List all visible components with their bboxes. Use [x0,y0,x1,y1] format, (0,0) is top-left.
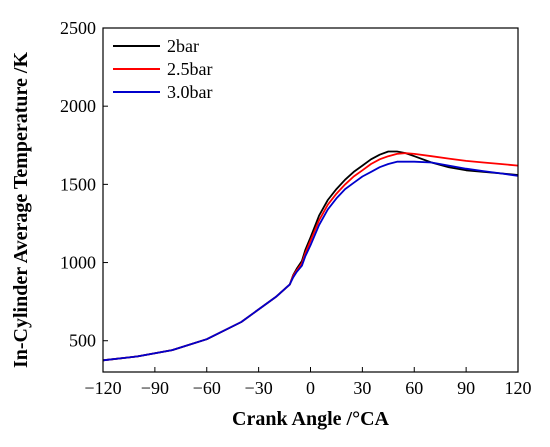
x-tick-label: 90 [457,378,475,398]
series-line-2 [102,152,519,362]
x-tick-label: 60 [405,378,423,398]
x-tick-label: −90 [141,378,169,398]
y-axis-title: In-Cylinder Average Temperature /K [10,52,32,369]
x-tick-label: 30 [353,378,371,398]
legend-label-3: 3.0bar [167,82,212,102]
plot-frame [102,27,519,373]
x-tick-label: 0 [306,378,315,398]
series-line-3 [102,160,519,362]
x-tick-label: −120 [84,378,121,398]
x-tick-label: 120 [505,378,532,398]
series-line-1 [102,150,519,362]
legend-label-1: 2bar [167,36,199,56]
x-tick-label: −60 [193,378,221,398]
x-axis-title: Crank Angle /°CA [232,408,389,430]
plot-lines [102,150,519,362]
y-tick-label: 2500 [60,18,96,38]
axis-ticks: −120 −90 −60 −30 0 30 60 90 120 500 1000 1500 2000 25… [60,18,532,398]
y-tick-label: 1500 [60,174,96,194]
y-tick-label: 1000 [60,253,96,273]
y-tick-label: 500 [69,331,96,351]
x-tick-label: −30 [245,378,273,398]
legend: 2bar 2.5bar 3.0bar [113,36,212,102]
y-tick-label: 2000 [60,96,96,116]
legend-label-2: 2.5bar [167,59,212,79]
